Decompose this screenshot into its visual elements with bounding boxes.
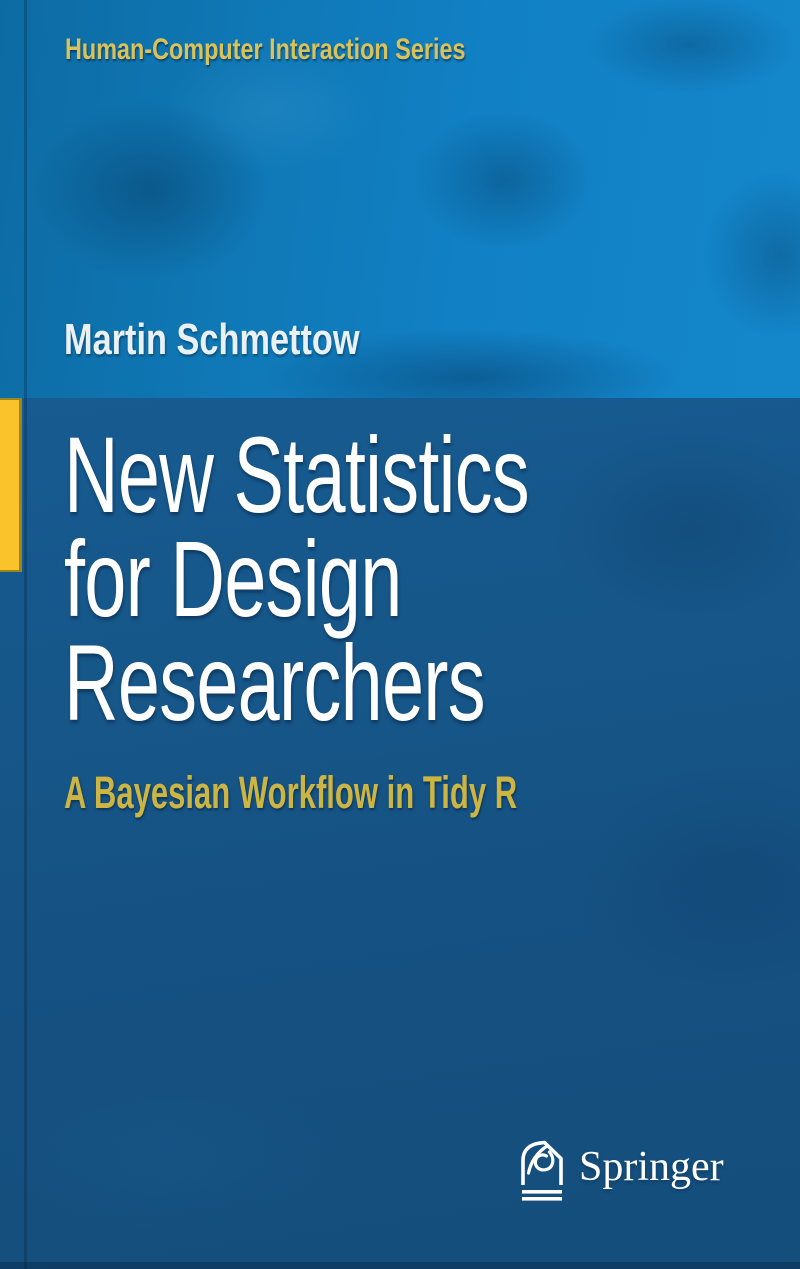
spine-fold-line xyxy=(24,0,27,1269)
series-title: Human-Computer Interaction Series xyxy=(65,33,466,66)
book-subtitle: A Bayesian Workflow in Tidy R xyxy=(64,767,518,818)
cover-background-bottom xyxy=(0,398,800,1269)
cover-background-top xyxy=(0,0,800,398)
author-name: Martin Schmettow xyxy=(64,315,360,364)
publisher-logo: Springer xyxy=(516,1139,724,1203)
bottom-edge-shadow xyxy=(0,1262,800,1269)
yellow-accent-bar xyxy=(0,398,22,572)
title-line-3: Researchers xyxy=(64,622,486,743)
title-line-2: for Design xyxy=(64,518,402,639)
springer-horse-icon xyxy=(521,1140,563,1201)
book-title: New Statistics for Design Researchers xyxy=(64,414,530,743)
title-line-1: New Statistics xyxy=(64,414,530,535)
publisher-name: Springer xyxy=(579,1144,724,1190)
cloud-texture-bottom xyxy=(0,398,800,1269)
cloud-texture-top xyxy=(0,0,800,398)
